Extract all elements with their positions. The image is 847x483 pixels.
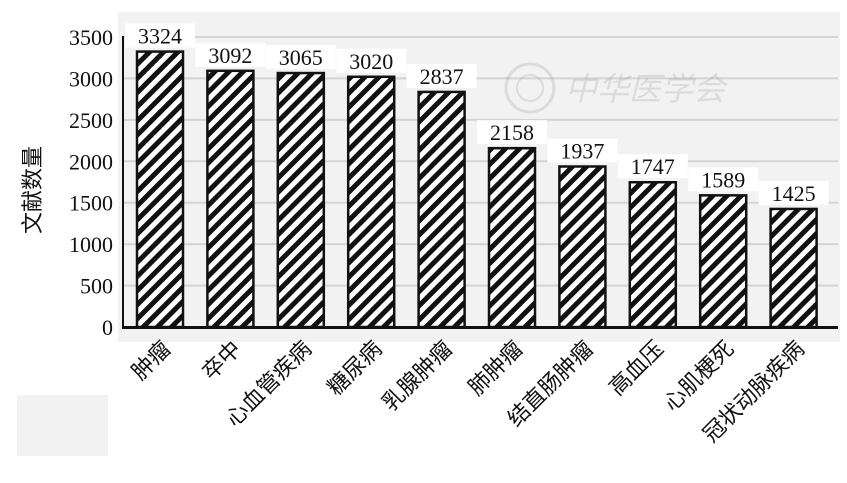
- data-label-bg: [265, 45, 336, 70]
- data-label: 2158: [490, 120, 534, 145]
- category-label: 糖尿病: [323, 337, 387, 401]
- bar: [276, 71, 326, 329]
- y-tick-label: 3000: [69, 66, 113, 91]
- watermark-text: 中华医学会: [565, 70, 728, 108]
- category-label: 肺肿瘤: [464, 337, 528, 401]
- y-axis-label: 文献数量: [21, 146, 46, 234]
- data-label: 1589: [701, 167, 745, 192]
- bar: [487, 146, 537, 329]
- y-tick-label: 0: [102, 315, 113, 340]
- y-tick-label: 3500: [69, 25, 113, 50]
- y-tick-label: 2000: [69, 149, 113, 174]
- y-tick-label: 1000: [69, 232, 113, 257]
- data-label: 3020: [349, 49, 393, 74]
- data-label-bg: [688, 167, 759, 192]
- y-tick-label: 2500: [69, 108, 113, 133]
- y-tick-label: 1500: [69, 191, 113, 216]
- bar: [206, 69, 255, 329]
- data-label-bg: [477, 120, 547, 145]
- data-label-bg: [547, 138, 618, 163]
- category-label: 肿瘤: [127, 337, 176, 386]
- category-label: 乳腺肿瘤: [378, 337, 458, 417]
- data-label: 1425: [772, 181, 816, 206]
- data-label: 1747: [631, 154, 675, 179]
- data-label: 3324: [138, 24, 182, 49]
- y-tick-labels: 0 500 1000 1500 2000 2500 3000 3500: [69, 25, 113, 340]
- data-label-bg: [758, 180, 829, 205]
- data-label: 3092: [208, 43, 252, 68]
- data-label-bg: [125, 23, 195, 48]
- bar: [769, 207, 818, 329]
- data-label: 1937: [560, 139, 604, 164]
- data-label-bg: [336, 48, 407, 73]
- bar: [417, 90, 466, 329]
- bar: [558, 165, 607, 329]
- watermark: 中华医学会: [504, 62, 728, 114]
- category-label: 卒中: [198, 337, 247, 386]
- y-tick-label: 500: [80, 274, 113, 299]
- data-label-bg: [406, 63, 477, 88]
- placeholder-box: [17, 395, 108, 456]
- bar: [698, 194, 748, 329]
- bars: 3324 3092 3065 3020 2837 2158 1937 1747 1589 1425: [125, 23, 829, 329]
- data-label: 3065: [279, 45, 323, 70]
- bar: [346, 75, 396, 329]
- bar: [628, 180, 678, 329]
- data-label: 2837: [420, 64, 464, 89]
- bar: [135, 50, 185, 329]
- data-label-bg: [617, 154, 688, 179]
- category-label: 高血压: [605, 337, 669, 401]
- data-label-bg: [195, 42, 266, 67]
